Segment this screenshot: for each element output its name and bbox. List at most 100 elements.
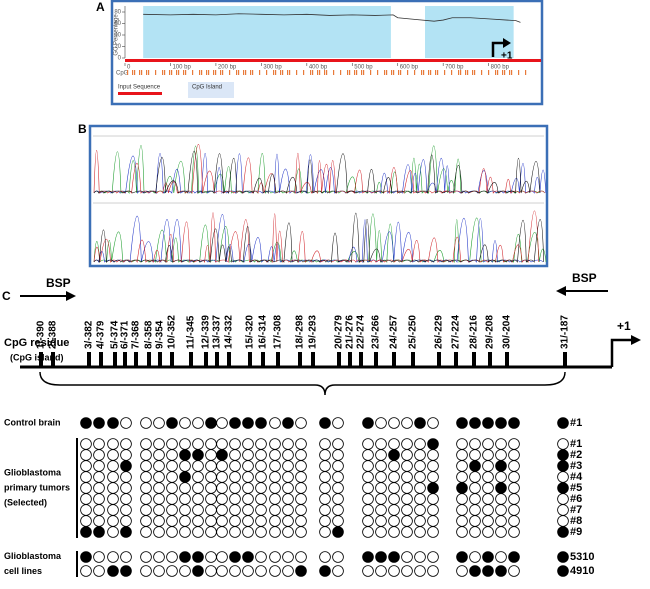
methylation-circle <box>456 565 468 577</box>
methylation-circle <box>120 438 132 450</box>
methylation-circle <box>295 482 307 494</box>
methylation-circle <box>319 515 331 527</box>
cpg-site <box>505 352 509 366</box>
methylation-circle <box>179 526 191 538</box>
methylation-circle <box>469 438 481 450</box>
methylation-circle <box>375 471 387 483</box>
cpg-track-tick <box>460 70 462 75</box>
methylation-circle <box>80 515 92 527</box>
methylation-circle <box>269 438 281 450</box>
cpg-site <box>411 352 415 366</box>
methylation-circle <box>179 417 191 429</box>
methylation-circle <box>229 482 241 494</box>
methylation-circle <box>469 515 481 527</box>
site-label: 2/-388 <box>48 320 59 349</box>
methylation-circle <box>295 460 307 472</box>
methylation-circle <box>93 482 105 494</box>
methylation-circle <box>282 493 294 505</box>
methylation-circle <box>80 551 92 563</box>
methylation-circle <box>229 551 241 563</box>
methylation-circle <box>107 460 119 472</box>
methylation-circle <box>269 417 281 429</box>
methylation-circle <box>255 438 267 450</box>
cpg-site <box>227 352 231 366</box>
cpg-track-tick <box>356 70 358 75</box>
methylation-circle <box>140 565 152 577</box>
residue-sublabel: (CpG island) <box>10 352 64 362</box>
primer-label: BSP <box>46 276 71 290</box>
site-label: 29/-208 <box>485 315 496 349</box>
methylation-circle <box>362 471 374 483</box>
methylation-circle <box>229 417 241 429</box>
methylation-circle <box>375 565 387 577</box>
site-label: 22/-274 <box>356 315 367 349</box>
methylation-circle <box>179 551 191 563</box>
sample-id: #6 <box>570 493 582 505</box>
methylation-circle <box>192 471 204 483</box>
cpg-site <box>276 352 280 366</box>
methylation-circle <box>332 493 344 505</box>
methylation-circle <box>427 471 439 483</box>
methylation-circle <box>332 449 344 461</box>
methylation-circle <box>557 460 569 472</box>
cpg-site <box>472 352 476 366</box>
methylation-circle <box>282 565 294 577</box>
cpg-site <box>374 352 378 366</box>
methylation-circle <box>401 449 413 461</box>
trace <box>93 153 547 195</box>
cpg-track-tick <box>370 70 372 75</box>
methylation-circle <box>362 551 374 563</box>
cpg-track-tick <box>243 70 245 75</box>
methylation-circle <box>205 438 217 450</box>
methylation-circle <box>557 493 569 505</box>
methylation-circle <box>153 417 165 429</box>
methylation-circle <box>93 449 105 461</box>
methylation-circle <box>166 471 178 483</box>
methylation-circle <box>508 438 520 450</box>
cpg-track-tick <box>169 70 171 75</box>
cpg-track-tick <box>386 70 388 75</box>
row-group-label: cell lines <box>4 566 42 576</box>
methylation-circle <box>107 482 119 494</box>
site-label: 28/-216 <box>469 315 480 349</box>
tss-arrow-head <box>503 38 511 48</box>
methylation-circle <box>242 482 254 494</box>
methylation-circle <box>401 565 413 577</box>
methylation-circle <box>120 551 132 563</box>
site-label: 27/-224 <box>451 315 462 349</box>
methylation-circle <box>375 551 387 563</box>
methylation-circle <box>495 438 507 450</box>
site-label: 18/-298 <box>295 315 306 349</box>
primer-head <box>66 291 76 301</box>
methylation-circle <box>456 417 468 429</box>
methylation-circle <box>255 460 267 472</box>
methylation-circle <box>414 471 426 483</box>
row-group-label: Glioblastoma <box>4 551 62 561</box>
cpg-track-tick <box>220 70 222 75</box>
methylation-circle <box>482 551 494 563</box>
cpg-track-tick <box>312 70 314 75</box>
cpg-track-tick <box>208 70 210 75</box>
methylation-circle <box>557 526 569 538</box>
methylation-circle <box>93 493 105 505</box>
cpg-track-tick <box>275 70 277 75</box>
methylation-circle <box>319 460 331 472</box>
methylation-circle <box>80 526 92 538</box>
cpg-track-tick <box>495 70 497 75</box>
methylation-circle <box>153 493 165 505</box>
methylation-circle <box>242 449 254 461</box>
cpg-track-tick <box>458 70 460 75</box>
methylation-circle <box>216 493 228 505</box>
cpg-track-tick <box>250 70 252 75</box>
cpg-track-tick <box>296 70 298 75</box>
sample-id: #3 <box>570 460 582 472</box>
methylation-circle <box>229 526 241 538</box>
methylation-circle <box>508 471 520 483</box>
methylation-circle <box>205 482 217 494</box>
methylation-circle <box>332 504 344 516</box>
methylation-circle <box>469 471 481 483</box>
methylation-circle <box>192 526 204 538</box>
methylation-circle <box>508 526 520 538</box>
row-group-label: (Selected) <box>4 497 47 507</box>
methylation-circle <box>362 482 374 494</box>
